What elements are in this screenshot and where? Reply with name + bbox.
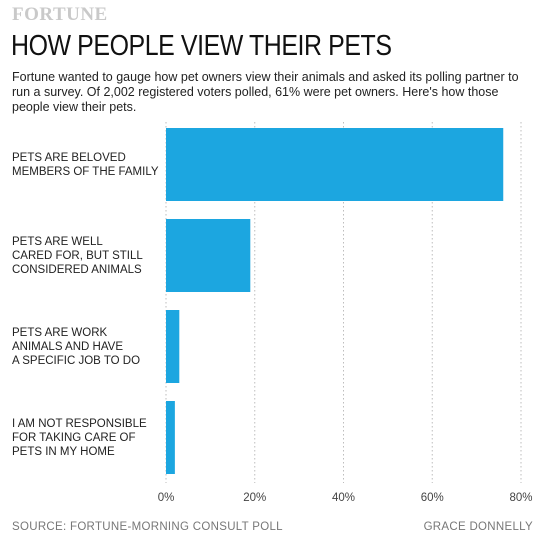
bar-3 bbox=[166, 310, 180, 383]
x-tick-label: 40% bbox=[331, 492, 356, 504]
chart-title: HOW PEOPLE VIEW THEIR PETS bbox=[11, 30, 392, 62]
x-tick-label: 60% bbox=[420, 492, 444, 504]
x-tick-label: 0% bbox=[157, 492, 175, 504]
category-label-3: PETS ARE WORK ANIMALS AND HAVE A SPECIFIC … bbox=[12, 326, 162, 368]
x-tick-label: 20% bbox=[243, 492, 267, 504]
x-tick-label: 80% bbox=[509, 492, 533, 504]
chart-subtitle: Fortune wanted to gauge how pet owners v… bbox=[12, 70, 519, 114]
category-label-line: A SPECIFIC JOB TO DO bbox=[12, 354, 141, 367]
category-label-line: MEMBERS OF THE FAMILY bbox=[12, 165, 159, 178]
bar-1 bbox=[166, 128, 504, 201]
category-label-line: CONSIDERED ANIMALS bbox=[12, 263, 142, 276]
category-label-line: FOR TAKING CARE OF bbox=[12, 431, 136, 444]
category-label-1: PETS ARE BELOVED MEMBERS OF THE FAMILY bbox=[12, 151, 162, 179]
category-label-line: ANIMALS AND HAVE bbox=[12, 340, 123, 353]
source-note: SOURCE: FORTUNE-MORNING CONSULT POLL bbox=[12, 521, 283, 533]
publication-logo: FORTUNE bbox=[12, 4, 108, 25]
bar-2 bbox=[166, 219, 251, 292]
bar-4 bbox=[166, 401, 175, 474]
category-label-line: I AM NOT RESPONSIBLE bbox=[12, 417, 147, 430]
category-label-2: PETS ARE WELL CARED FOR, BUT STILL CONSIDE… bbox=[12, 235, 162, 277]
category-label-line: PETS ARE BELOVED bbox=[12, 151, 126, 164]
author-credit: GRACE DONNELLY bbox=[423, 521, 533, 533]
category-label-4: I AM NOT RESPONSIBLE FOR TAKING CARE OF PE… bbox=[12, 417, 162, 459]
category-label-line: PETS ARE WORK bbox=[12, 326, 108, 339]
category-label-line: PETS ARE WELL bbox=[12, 235, 103, 248]
category-label-line: CARED FOR, BUT STILL bbox=[12, 249, 143, 262]
category-label-line: PETS IN MY HOME bbox=[12, 445, 115, 458]
